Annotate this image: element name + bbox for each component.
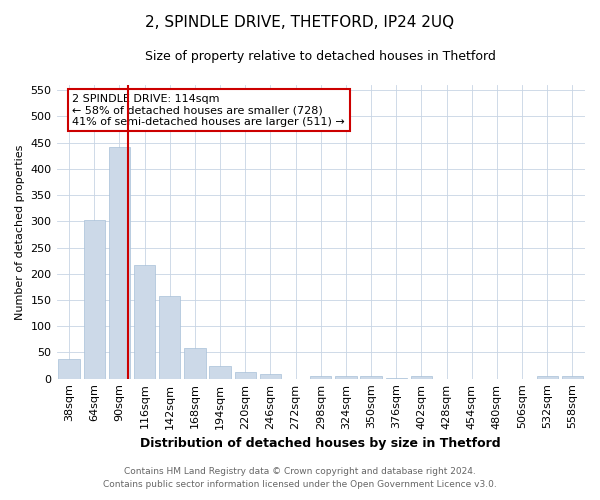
Bar <box>562 376 583 378</box>
Bar <box>134 266 155 378</box>
X-axis label: Distribution of detached houses by size in Thetford: Distribution of detached houses by size … <box>140 437 501 450</box>
Text: Contains HM Land Registry data © Crown copyright and database right 2024.
Contai: Contains HM Land Registry data © Crown c… <box>103 468 497 489</box>
Bar <box>83 220 105 378</box>
Bar <box>260 374 281 378</box>
Text: 2 SPINDLE DRIVE: 114sqm
← 58% of detached houses are smaller (728)
41% of semi-d: 2 SPINDLE DRIVE: 114sqm ← 58% of detache… <box>73 94 345 127</box>
Bar <box>536 376 558 378</box>
Text: 2, SPINDLE DRIVE, THETFORD, IP24 2UQ: 2, SPINDLE DRIVE, THETFORD, IP24 2UQ <box>145 15 455 30</box>
Bar <box>361 376 382 378</box>
Y-axis label: Number of detached properties: Number of detached properties <box>15 144 25 320</box>
Bar <box>159 296 181 378</box>
Bar <box>58 360 80 378</box>
Bar <box>235 372 256 378</box>
Title: Size of property relative to detached houses in Thetford: Size of property relative to detached ho… <box>145 50 496 63</box>
Bar <box>209 366 231 378</box>
Bar <box>310 376 331 378</box>
Bar <box>109 148 130 378</box>
Bar <box>411 376 432 378</box>
Bar <box>335 376 356 378</box>
Bar <box>184 348 206 378</box>
